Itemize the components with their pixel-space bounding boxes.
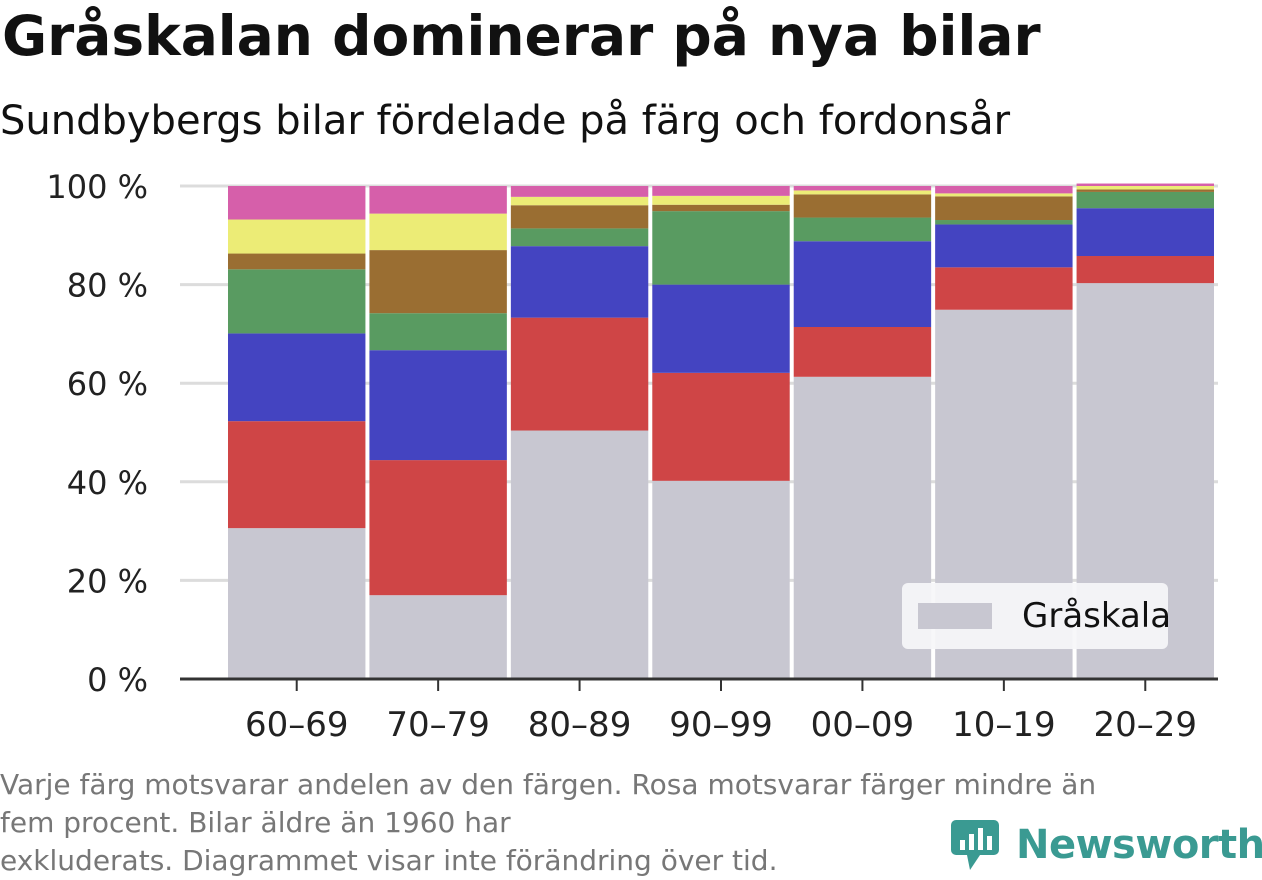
y-tick-label: 40 % <box>67 464 148 502</box>
bar-segment <box>652 284 790 373</box>
bar-segment <box>935 196 1073 221</box>
newsworthy-logo: Newsworthy <box>950 818 1262 872</box>
x-tick-label: 10–19 <box>952 705 1056 745</box>
bar-segment <box>510 246 649 318</box>
bar-segment <box>652 372 790 481</box>
newsworthy-logo-icon <box>951 820 999 870</box>
x-tick-label: 70–79 <box>386 705 490 745</box>
bar-segment <box>793 186 932 191</box>
bar-segment <box>228 219 366 254</box>
bar-segment <box>510 186 649 197</box>
bar-segment <box>228 253 366 270</box>
chart-caption: Varje färg motsvarar andelen av den färg… <box>0 766 1240 880</box>
bar-segment <box>793 326 932 377</box>
x-tick-label: 90–99 <box>669 705 773 745</box>
bar-segment <box>228 333 366 422</box>
bar-segment <box>935 186 1073 194</box>
bar-segment <box>935 267 1073 310</box>
caption-line-2: fem procent. Bilar äldre än 1960 har <box>0 806 511 839</box>
bar-segment <box>1076 183 1214 186</box>
bar-segment <box>369 460 507 596</box>
bar-segment <box>1076 191 1214 209</box>
bar-segment <box>793 194 932 218</box>
x-tick-label: 80–89 <box>528 705 632 745</box>
bar-segment <box>228 528 366 679</box>
bar-segment <box>510 196 649 206</box>
bar-segment <box>793 190 932 195</box>
chart-subtitle: Sundbybergs bilar fördelade på färg och … <box>0 98 1011 144</box>
y-tick-label: 80 % <box>67 267 148 305</box>
bar-segment <box>1076 208 1214 257</box>
bar-segment <box>228 421 366 529</box>
caption-line-1: Varje färg motsvarar andelen av den färg… <box>0 768 1097 801</box>
bar-segment <box>935 193 1073 197</box>
bar-segment <box>369 595 507 679</box>
bar-segment <box>369 313 507 351</box>
bar-segment <box>228 269 366 334</box>
bar-segment <box>228 186 366 220</box>
y-tick-label: 60 % <box>67 365 148 403</box>
legend-swatch-graskala <box>918 603 992 629</box>
bar-segment <box>510 317 649 431</box>
bar-segment <box>1076 256 1214 284</box>
bar-segment <box>1076 189 1214 192</box>
legend-box <box>902 583 1168 649</box>
x-tick-label: 60–69 <box>245 705 349 745</box>
axes: 0 % 20 % 40 % 60 % 80 % 100 % 60–69 70–79 80–89 9… <box>46 168 1218 745</box>
bar-segment <box>510 430 649 679</box>
bar-segment <box>369 186 507 214</box>
bar-segment <box>793 217 932 242</box>
x-tick-label: 00–09 <box>811 705 915 745</box>
bar-segment <box>793 241 932 327</box>
x-tick-label: 20–29 <box>1094 705 1198 745</box>
bar-segment <box>369 213 507 251</box>
bar-segment <box>510 228 649 247</box>
bar-segment <box>935 224 1073 268</box>
chart-title: Gråskalan dominerar på nya bilar <box>2 4 1041 68</box>
bar-segment <box>369 350 507 461</box>
legend-label-graskala: Gråskala <box>1022 596 1171 636</box>
bar-segment <box>369 250 507 314</box>
y-tick-label: 20 % <box>67 562 148 600</box>
bar-segment <box>652 195 790 205</box>
bar-segment <box>652 211 790 285</box>
y-tick-label: 0 % <box>87 661 148 699</box>
caption-line-3: exkluderats. Diagrammet visar inte förän… <box>0 844 778 877</box>
bar-segment <box>652 204 790 212</box>
bar-segment <box>652 186 790 196</box>
bar-segment <box>1076 186 1214 190</box>
bar-segment <box>510 205 649 229</box>
bar-segment <box>935 220 1073 225</box>
newsworthy-logo-text: Newsworthy <box>1016 822 1262 868</box>
bar-segment <box>652 480 790 679</box>
legend: Gråskala <box>902 583 1171 649</box>
y-tick-label: 100 % <box>46 168 148 206</box>
